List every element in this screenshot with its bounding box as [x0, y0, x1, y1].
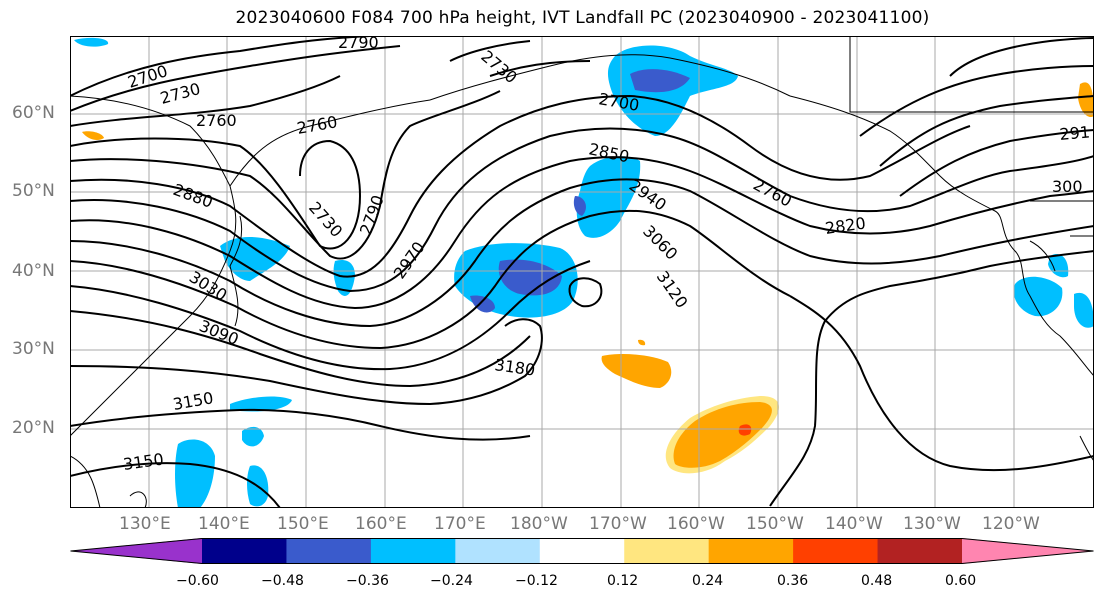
lon-tick-label: 140°E	[198, 514, 250, 534]
colorbar-cell	[962, 538, 1094, 564]
colorbar-cell	[539, 538, 625, 564]
height-contours	[70, 36, 1094, 508]
coastlines	[70, 36, 1094, 508]
colorbar-cell	[370, 538, 456, 564]
lat-tick-label: 40°N	[12, 261, 55, 281]
lon-tick-label: 130°E	[119, 514, 171, 534]
colorbar-tick-label: 0.60	[945, 573, 977, 589]
lon-tick-label: 150°E	[277, 514, 329, 534]
contour-label: 2760	[196, 111, 237, 130]
contour-label: 2790	[338, 36, 379, 52]
colorbar-tick-label: −0.24	[430, 573, 473, 589]
lat-tick-label: 30°N	[12, 339, 55, 359]
colorbar-tick-label: −0.60	[176, 573, 219, 589]
colorbar-cell	[624, 538, 710, 564]
colorbar	[70, 538, 1094, 564]
lat-tick-label: 50°N	[12, 181, 55, 201]
lon-tick-label: 140°W	[825, 514, 883, 534]
colorbar-cell	[70, 538, 202, 564]
lon-tick-label: 170°E	[434, 514, 486, 534]
colorbar-tick-label: 0.36	[777, 573, 809, 589]
lon-tick-label: 150°W	[746, 514, 804, 534]
lat-tick-label: 60°N	[12, 103, 55, 123]
lon-tick-label: 160°W	[667, 514, 725, 534]
contour-label: 300	[1052, 177, 1083, 196]
colorbar-cell	[793, 538, 879, 564]
colorbar-tick-label: 0.12	[607, 573, 639, 589]
chart-title: 2023040600 F084 700 hPa height, IVT Land…	[235, 8, 930, 28]
colorbar-tick-label: −0.48	[261, 573, 304, 589]
graticule	[70, 36, 1094, 508]
lon-tick-label: 180°W	[510, 514, 568, 534]
lon-tick-label: 130°W	[903, 514, 961, 534]
colorbar-tick-label: −0.12	[515, 573, 558, 589]
colorbar-cell	[877, 538, 963, 564]
colorbar-cell	[286, 538, 372, 564]
lon-tick-label: 170°W	[589, 514, 647, 534]
colorbar-tick-label: −0.36	[346, 573, 389, 589]
map-panel: 2790 2700 2730 2760 2730 2700 2760 2880 …	[70, 36, 1094, 508]
colorbar-cell	[455, 538, 541, 564]
contour-label: 291	[1059, 122, 1091, 144]
colorbar-tick-label: 0.24	[692, 573, 724, 589]
lat-tick-label: 20°N	[12, 418, 55, 438]
colorbar-tick-label: 0.48	[861, 573, 893, 589]
colorbar-cell	[202, 538, 287, 564]
colorbar-cell	[708, 538, 794, 564]
lon-tick-label: 120°W	[982, 514, 1040, 534]
lon-tick-label: 160°E	[355, 514, 407, 534]
